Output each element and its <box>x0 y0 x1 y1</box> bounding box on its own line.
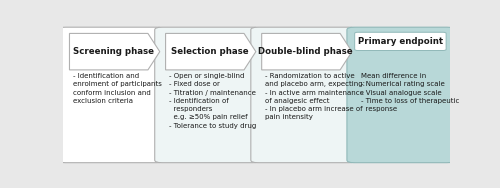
Text: Mean difference in
- Numerical rating scale
- Visual analogue scale
- Time to lo: Mean difference in - Numerical rating sc… <box>361 73 459 112</box>
Polygon shape <box>166 33 256 70</box>
FancyBboxPatch shape <box>251 27 356 163</box>
Text: Selection phase: Selection phase <box>170 47 248 56</box>
Text: - Randomization to active
and placebo arm, expecting:
- In active arm maintenanc: - Randomization to active and placebo ar… <box>265 73 365 121</box>
FancyBboxPatch shape <box>354 32 446 51</box>
Text: - Open or single-blind
- Fixed dose or
- Titration / maintenance
- Identificatio: - Open or single-blind - Fixed dose or -… <box>168 73 256 129</box>
Polygon shape <box>262 33 352 70</box>
FancyBboxPatch shape <box>58 27 164 163</box>
FancyBboxPatch shape <box>154 27 260 163</box>
Text: - Identification and
enrolment of participants
conform inclusion and
exclusion c: - Identification and enrolment of partic… <box>72 73 162 104</box>
FancyBboxPatch shape <box>347 27 454 163</box>
Text: Double-blind phase: Double-blind phase <box>258 47 352 56</box>
Text: Screening phase: Screening phase <box>72 47 154 56</box>
Polygon shape <box>70 33 160 70</box>
Text: Primary endpoint: Primary endpoint <box>358 37 443 46</box>
